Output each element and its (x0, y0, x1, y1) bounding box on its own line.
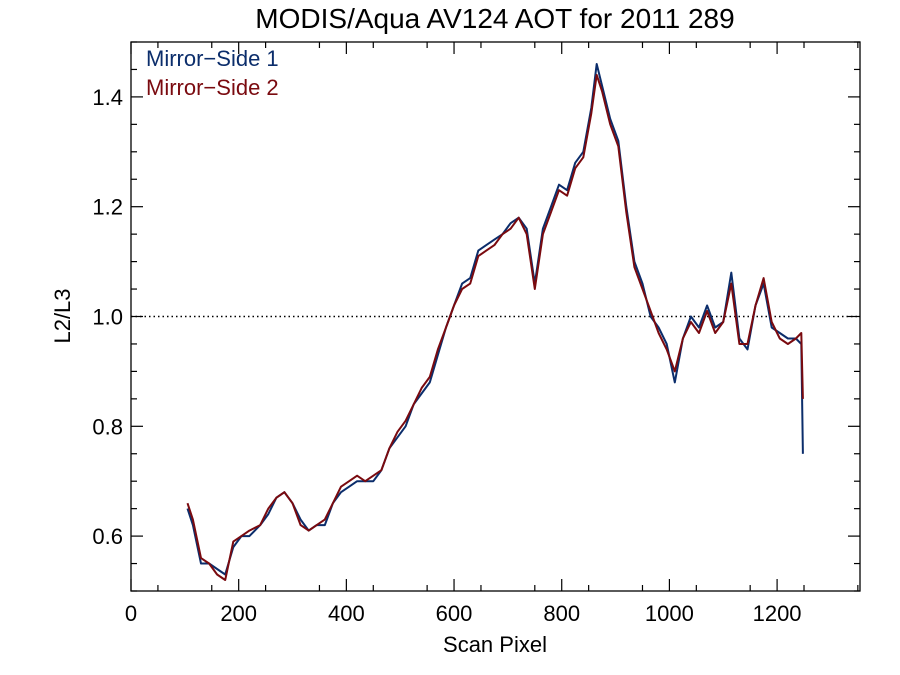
series-group (186, 63, 804, 581)
chart-title: MODIS/Aqua AV124 AOT for 2011 289 (255, 3, 734, 34)
x-tick-label: 0 (125, 601, 137, 626)
y-tick-label: 1.2 (92, 195, 123, 220)
x-tick-label: 800 (543, 601, 580, 626)
x-tick-label: 600 (436, 601, 473, 626)
plot-area: 0 200 400 600 800 1000 1200 0.6 0.8 1.0 1.2 1.4 (92, 41, 861, 626)
y-axis-label: L2/L3 (50, 288, 75, 343)
x-tick-label: 1200 (753, 601, 802, 626)
x-tick-label: 200 (220, 601, 257, 626)
y-tick-label: 1.0 (92, 305, 123, 330)
x-axis-label: Scan Pixel (443, 632, 547, 657)
axis-ticks (130, 41, 860, 592)
legend-item-mirror-side-1: Mirror−Side 1 (146, 46, 279, 71)
y-tick-label: 0.8 (92, 414, 123, 439)
x-tick-label: 1000 (645, 601, 694, 626)
legend: Mirror−Side 1 Mirror−Side 2 (146, 46, 279, 100)
x-tick-labels: 0 200 400 600 800 1000 1200 (125, 601, 802, 626)
series-line-mirror-side-2 (186, 73, 804, 581)
y-tick-label: 0.6 (92, 524, 123, 549)
y-tick-label: 1.4 (92, 85, 123, 110)
legend-item-mirror-side-2: Mirror−Side 2 (146, 75, 279, 100)
x-tick-label: 400 (328, 601, 365, 626)
y-tick-labels: 0.6 0.8 1.0 1.2 1.4 (92, 85, 123, 549)
